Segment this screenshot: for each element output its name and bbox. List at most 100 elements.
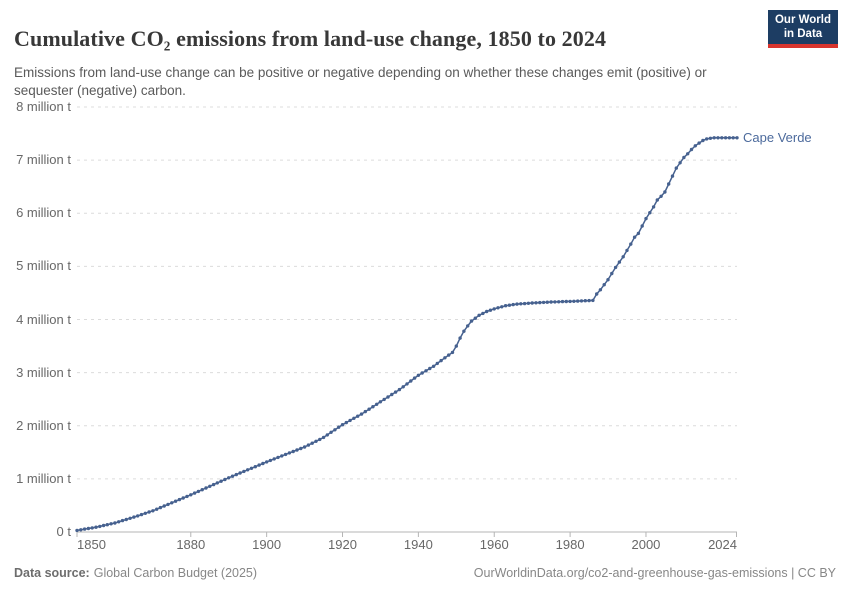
data-point-marker xyxy=(534,301,538,305)
data-point-marker xyxy=(204,486,208,490)
page-title: Cumulative CO₂ emissions from land-use c… xyxy=(14,25,607,51)
data-point-marker xyxy=(325,433,329,437)
data-point-marker xyxy=(720,136,724,140)
data-point-marker xyxy=(340,423,345,427)
data-point-marker xyxy=(503,304,508,308)
data-point-marker xyxy=(481,311,485,316)
data-point-marker xyxy=(352,416,356,420)
data-point-marker xyxy=(375,402,379,406)
owid-logo-line2: in Data xyxy=(783,28,823,40)
data-point-marker xyxy=(200,488,204,492)
series-entity-label[interactable]: Cape Verde xyxy=(743,129,812,145)
data-point-marker xyxy=(629,242,633,246)
data-point-marker xyxy=(318,437,322,442)
data-point-marker xyxy=(431,364,436,368)
data-point-marker xyxy=(405,382,409,386)
data-point-marker xyxy=(162,504,166,508)
data-point-marker xyxy=(295,448,299,452)
data-point-marker xyxy=(98,524,102,529)
data-point-marker xyxy=(568,299,572,304)
chart-subtitle: Emissions from land-use change can be po… xyxy=(14,64,707,99)
data-point-marker xyxy=(257,463,261,467)
data-point-marker xyxy=(545,300,549,304)
data-point-marker xyxy=(731,136,735,140)
data-source-note: Data source: Global Carbon Budget (2025) xyxy=(14,566,257,580)
data-point-marker xyxy=(143,511,147,515)
data-point-marker xyxy=(215,481,219,485)
data-point-marker xyxy=(86,526,91,531)
data-point-marker xyxy=(640,224,644,228)
data-point-marker xyxy=(708,136,713,140)
data-point-marker xyxy=(181,496,185,500)
y-axis-tick-label: 6 million t xyxy=(16,205,71,221)
data-point-marker xyxy=(496,306,500,310)
data-point-marker xyxy=(265,460,269,464)
data-point-marker xyxy=(689,147,694,152)
data-point-marker xyxy=(337,425,341,429)
chart-footer: Data source: Global Carbon Budget (2025) … xyxy=(0,566,850,586)
data-point-marker xyxy=(173,499,178,503)
x-axis-tick-label: 1980 xyxy=(555,537,585,552)
data-point-marker xyxy=(409,379,413,383)
data-point-marker xyxy=(557,300,561,304)
data-point-marker xyxy=(678,161,682,165)
data-point-marker xyxy=(420,371,424,375)
data-point-marker xyxy=(435,361,439,366)
data-point-marker xyxy=(485,309,489,314)
data-point-marker xyxy=(617,260,622,264)
data-point-marker xyxy=(727,136,732,140)
data-point-marker xyxy=(511,302,515,307)
data-point-marker xyxy=(564,299,568,304)
data-point-marker xyxy=(428,366,432,371)
data-point-marker xyxy=(595,292,599,296)
owid-logo-line1: Our World xyxy=(774,13,831,26)
data-point-marker xyxy=(276,455,280,460)
data-point-marker xyxy=(632,235,637,239)
data-point-marker xyxy=(416,373,421,377)
data-point-marker xyxy=(356,414,360,418)
data-point-marker xyxy=(344,420,348,425)
data-point-marker xyxy=(348,418,352,423)
y-axis-tick-label: 2 million t xyxy=(16,417,71,433)
data-point-marker xyxy=(538,300,542,305)
data-point-marker xyxy=(382,397,386,402)
data-point-marker xyxy=(621,255,625,259)
data-point-marker xyxy=(211,482,216,487)
y-axis-tick-label: 0 t xyxy=(56,524,71,539)
data-point-marker xyxy=(117,520,121,524)
data-point-marker xyxy=(443,356,447,360)
owid-logo: Our World in Data xyxy=(768,10,838,48)
data-point-marker xyxy=(458,336,462,340)
data-point-marker xyxy=(576,299,580,303)
data-point-marker xyxy=(450,350,455,355)
data-point-marker xyxy=(139,512,144,517)
data-point-marker xyxy=(302,445,307,449)
data-point-marker xyxy=(333,428,337,432)
data-point-marker xyxy=(363,409,367,414)
data-point-marker xyxy=(82,527,87,531)
data-point-marker xyxy=(249,466,254,470)
data-point-marker xyxy=(670,174,675,178)
data-point-marker xyxy=(439,358,443,363)
data-point-marker xyxy=(371,405,375,409)
data-point-marker xyxy=(723,136,728,140)
data-point-marker xyxy=(234,472,238,477)
data-point-marker xyxy=(735,136,739,140)
data-point-marker xyxy=(712,136,716,140)
data-point-marker xyxy=(268,458,273,463)
data-point-marker xyxy=(579,299,584,303)
y-axis-tick-label: 8 million t xyxy=(16,99,71,114)
data-point-marker xyxy=(291,449,295,454)
data-point-marker xyxy=(492,307,496,311)
data-point-marker xyxy=(196,489,201,494)
data-point-marker xyxy=(610,271,614,276)
data-point-marker xyxy=(105,523,110,527)
data-point-marker xyxy=(515,302,519,306)
data-point-marker xyxy=(526,301,531,305)
data-point-marker xyxy=(454,344,458,348)
data-point-marker xyxy=(469,319,474,323)
data-point-marker xyxy=(94,525,98,529)
data-point-marker xyxy=(636,231,641,236)
data-point-marker xyxy=(155,507,159,511)
